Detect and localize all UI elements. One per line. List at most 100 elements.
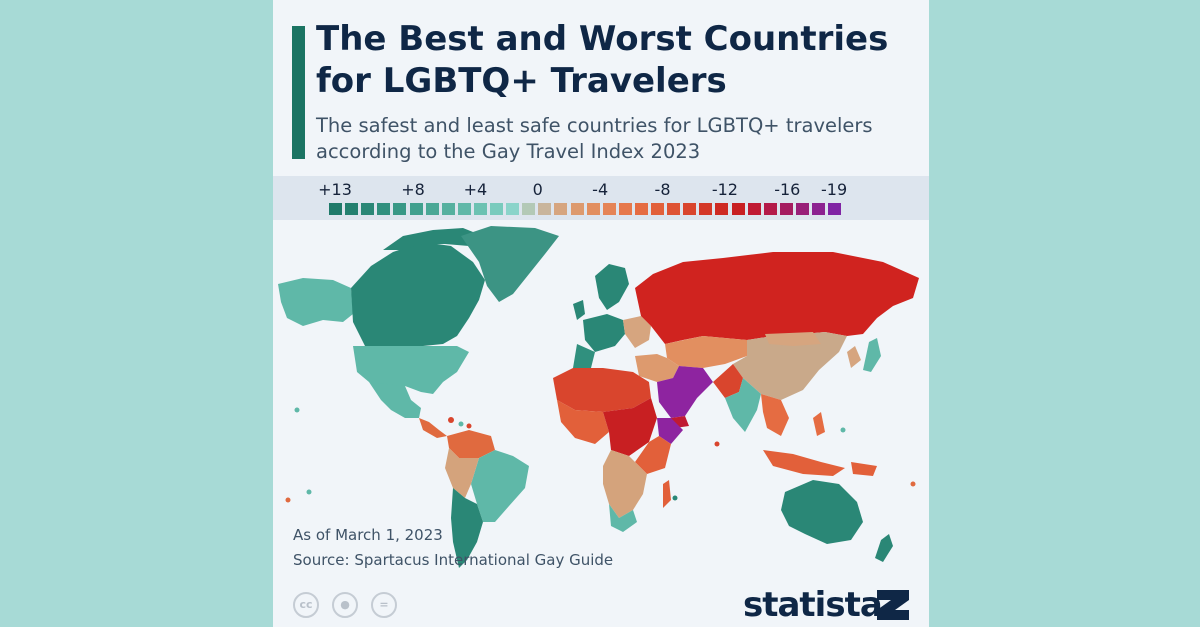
- legend-swatch: [329, 203, 342, 215]
- region-madagascar: [663, 480, 671, 508]
- legend-swatch: [473, 203, 487, 215]
- region-island: [714, 441, 720, 447]
- region-uk-ireland: [573, 300, 585, 320]
- legend-swatch: [522, 203, 536, 215]
- region-island: [306, 489, 312, 495]
- region-island: [910, 481, 916, 487]
- legend-swatch: [506, 203, 520, 215]
- region-central-africa: [603, 398, 657, 456]
- region-peru-bolivia: [445, 448, 479, 498]
- legend-swatch: [715, 203, 729, 215]
- legend-swatch: [409, 203, 423, 215]
- region-png: [851, 462, 877, 476]
- legend-swatch: [586, 203, 600, 215]
- statista-logo: statista: [743, 585, 883, 625]
- region-southeast-asia: [761, 394, 789, 436]
- region-india: [725, 378, 761, 432]
- region-philippines: [813, 412, 825, 436]
- region-scandinavia: [595, 264, 629, 310]
- accent-bar: [292, 26, 305, 159]
- legend-swatch: [602, 203, 616, 215]
- as-of-note: As of March 1, 2023: [293, 526, 443, 544]
- legend-swatch: [779, 203, 793, 215]
- world-map: [278, 226, 919, 568]
- legend-swatch: [457, 203, 471, 215]
- region-island: [840, 427, 846, 433]
- region-argentina-chile: [451, 488, 483, 568]
- region-mongolia: [765, 332, 821, 346]
- legend-swatch: [361, 203, 375, 215]
- legend-swatch: [634, 203, 648, 215]
- region-brazil: [471, 450, 529, 522]
- region-usa: [353, 346, 469, 394]
- legend-tick-label: -8: [654, 180, 671, 199]
- legend-tick-label: +4: [463, 180, 488, 199]
- region-china: [733, 332, 847, 400]
- legend-swatch: [570, 203, 584, 215]
- legend-swatch: [795, 203, 809, 215]
- region-australia: [781, 480, 863, 544]
- legend-swatch: [441, 203, 455, 215]
- region-korea-japan: [847, 346, 861, 368]
- nd-icon: =: [371, 592, 397, 618]
- legend-swatch: [651, 203, 664, 215]
- region-southern-africa: [603, 450, 647, 518]
- region-caribbean: [448, 417, 454, 423]
- region-mexico: [369, 382, 421, 418]
- region-western-europe: [583, 314, 625, 352]
- region-central-america: [419, 418, 447, 438]
- region-canada: [351, 242, 485, 346]
- color-legend: +13 +8 +4 0 -4 -8 -12 -16 -19: [273, 176, 929, 220]
- region-arctic-islands: [383, 228, 483, 250]
- legend-swatch: [828, 203, 842, 215]
- legend-tick-label: -16: [774, 180, 801, 199]
- region-malaysia-indonesia: [763, 450, 845, 476]
- legend-tick-label: 0: [532, 180, 543, 199]
- region-caribbean: [466, 423, 472, 429]
- region-island: [294, 407, 300, 413]
- legend-swatch: [425, 203, 439, 215]
- source-note: Source: Spartacus International Gay Guid…: [293, 551, 614, 569]
- region-alaska: [278, 278, 353, 326]
- legend-swatch: [393, 203, 407, 215]
- legend-tick-label: -4: [592, 180, 609, 199]
- legend-swatch: [667, 203, 681, 215]
- region-pakistan: [713, 364, 743, 398]
- region-horn-of-africa: [657, 418, 683, 444]
- infographic-card: The Best and Worst Countries for LGBTQ+ …: [273, 0, 929, 627]
- legend-swatch: [554, 203, 568, 215]
- region-caribbean: [458, 421, 464, 427]
- region-greenland: [461, 226, 559, 302]
- legend-swatch: [747, 203, 761, 215]
- region-north-africa: [553, 368, 651, 412]
- legend-tick-label: -19: [821, 180, 848, 199]
- region-south-africa: [609, 504, 637, 532]
- legend-tick-label: +13: [318, 180, 352, 199]
- region-japan: [863, 338, 881, 372]
- region-colombia-venezuela: [447, 430, 495, 458]
- legend-tick-label: +8: [401, 180, 425, 199]
- region-eastern-europe: [623, 316, 651, 348]
- region-west-africa: [557, 400, 609, 444]
- legend-swatch: [683, 203, 697, 215]
- region-new-zealand: [875, 534, 893, 562]
- legend-swatch: [812, 203, 825, 215]
- region-east-africa: [635, 436, 671, 474]
- legend-swatch: [731, 203, 745, 215]
- region-central-asia: [665, 336, 747, 368]
- map-land: [278, 226, 919, 568]
- legend-swatch: [345, 203, 359, 215]
- legend-swatch: [699, 203, 713, 215]
- region-middle-east: [635, 354, 679, 382]
- region-iran-saudi: [657, 366, 713, 418]
- legend-swatch: [538, 203, 552, 215]
- chart-title: The Best and Worst Countries for LGBTQ+ …: [316, 19, 889, 101]
- by-icon: ●: [332, 592, 358, 618]
- legend-swatch: [490, 203, 503, 215]
- cc-icon: cc: [293, 592, 319, 618]
- legend-tick-label: -12: [711, 180, 738, 199]
- legend-swatch: [763, 203, 777, 215]
- region-iberia: [573, 344, 595, 368]
- region-island: [285, 497, 291, 503]
- legend-swatch: [377, 203, 391, 215]
